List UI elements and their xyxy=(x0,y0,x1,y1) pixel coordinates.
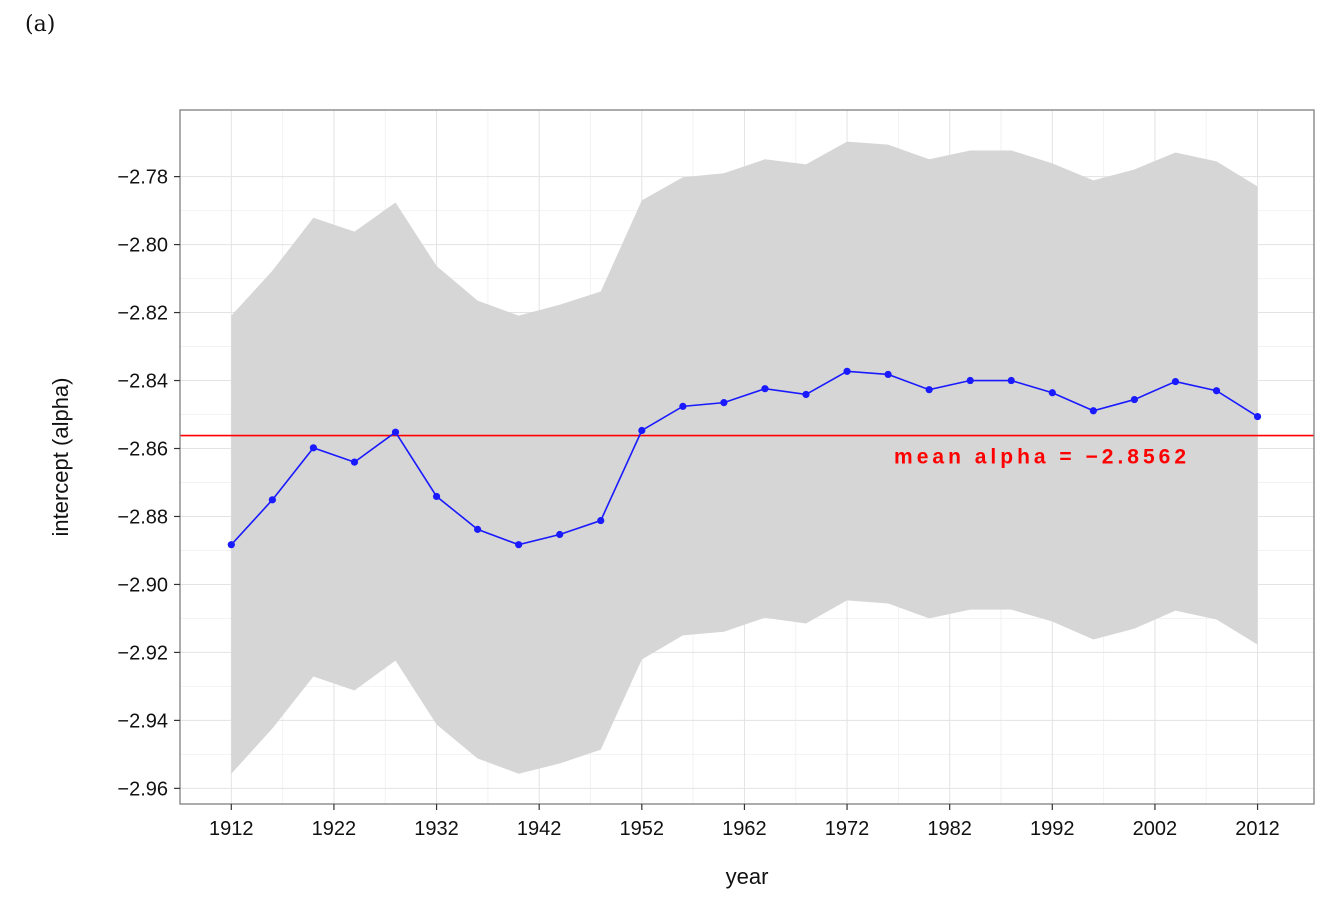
data-point xyxy=(679,402,687,410)
data-point xyxy=(391,428,400,436)
x-tick-label: 1952 xyxy=(620,818,665,840)
data-point xyxy=(556,530,564,539)
data-point xyxy=(350,458,359,466)
y-tick-label: −2.82 xyxy=(117,303,168,325)
panel-label: (a) xyxy=(25,12,56,37)
y-axis-title: intercept (alpha) xyxy=(48,378,73,537)
data-point xyxy=(1048,389,1056,397)
y-tick-label: −2.94 xyxy=(117,710,168,732)
y-tick-label: −2.84 xyxy=(117,371,168,393)
data-point xyxy=(1212,387,1221,395)
x-axis-title: year xyxy=(726,864,769,889)
plot-border xyxy=(179,109,1315,805)
y-tick-label: −2.88 xyxy=(117,506,168,528)
y-tick-label: −2.90 xyxy=(117,574,168,596)
x-tick-label: 1992 xyxy=(1030,818,1075,840)
data-point xyxy=(474,525,482,533)
confidence-band xyxy=(231,141,1258,774)
data-point xyxy=(843,367,851,375)
x-tick-label: 1982 xyxy=(927,818,972,840)
data-point xyxy=(227,541,235,549)
x-tick-label: 1962 xyxy=(722,818,767,840)
data-point xyxy=(432,492,441,501)
data-point xyxy=(720,399,728,407)
y-tick-label: −2.86 xyxy=(117,439,168,461)
y-tick-label: −2.96 xyxy=(117,778,168,800)
x-tick-label: 2012 xyxy=(1235,818,1280,840)
data-point xyxy=(1171,377,1180,386)
x-tick-label: 1912 xyxy=(209,818,254,840)
y-tick-label: −2.80 xyxy=(117,235,168,257)
data-point xyxy=(1130,395,1139,404)
data-point xyxy=(638,426,646,435)
data-point xyxy=(268,496,276,504)
y-tick-label: −2.92 xyxy=(117,642,168,664)
y-tick-label: −2.78 xyxy=(117,167,168,189)
x-tick-label: 1932 xyxy=(414,818,459,840)
series-line xyxy=(230,370,1258,546)
data-point xyxy=(1253,412,1262,421)
x-axis-ticks: 1912 1922 1932 1942 1952 1962 1972 1982 1992 2002… xyxy=(209,804,1280,840)
x-tick-label: 1922 xyxy=(312,818,357,840)
data-point xyxy=(884,370,892,379)
x-tick-label: 1942 xyxy=(517,818,562,840)
data-point xyxy=(1089,407,1097,415)
data-point xyxy=(1007,376,1015,385)
data-point xyxy=(597,516,605,525)
data-point xyxy=(515,541,523,549)
x-tick-label: 2002 xyxy=(1133,818,1178,840)
mean-annotation: mean alpha = −2.8562 xyxy=(894,445,1190,468)
x-tick-label: 1972 xyxy=(825,818,870,840)
data-point xyxy=(761,385,769,393)
data-point xyxy=(309,444,318,452)
y-axis-ticks: −2.96 −2.94 −2.92 −2.90 −2.88 −2.86 −2.84 −2.82… xyxy=(117,167,180,800)
data-point xyxy=(802,390,810,399)
series-points xyxy=(227,367,1262,549)
data-point xyxy=(925,386,933,394)
data-point xyxy=(966,376,974,385)
